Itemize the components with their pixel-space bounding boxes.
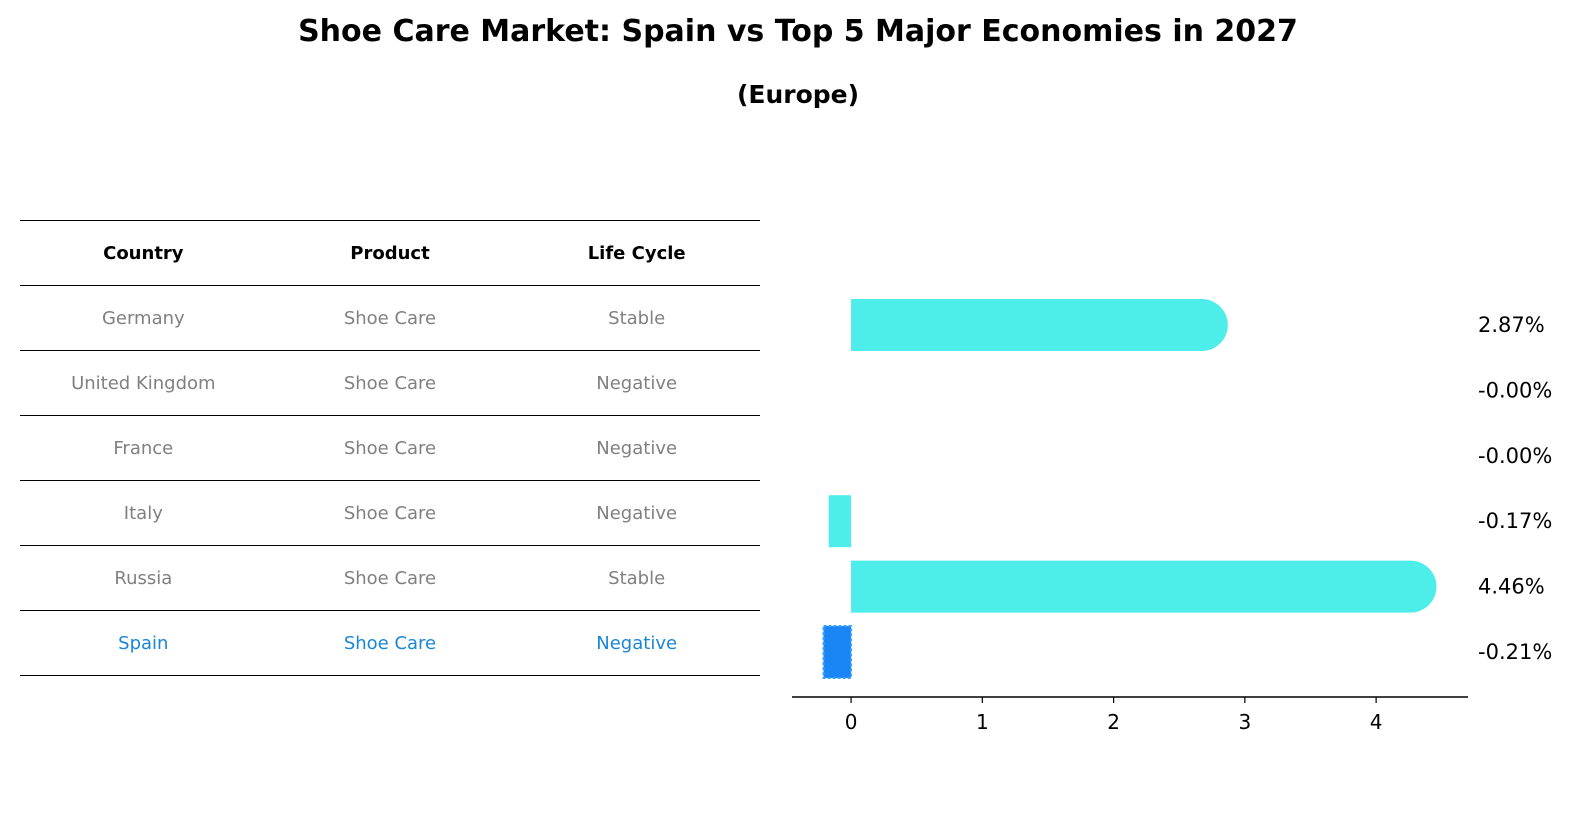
cell-country: Russia: [20, 545, 267, 611]
table-row: United Kingdom Shoe Care Negative: [20, 350, 760, 416]
table-row: Italy Shoe Care Negative: [20, 480, 760, 546]
cell-product: Shoe Care: [266, 610, 514, 676]
market-table: Country Product Life Cycle Germany Shoe …: [20, 220, 760, 676]
chart-subtitle: (Europe): [736, 80, 860, 109]
cell-country: Germany: [20, 285, 267, 351]
cell-country: Italy: [20, 480, 267, 546]
column-header-life-cycle: Life Cycle: [513, 220, 760, 286]
value-label-germany: 2.87%: [1478, 313, 1545, 337]
x-tick-label: 2: [1107, 710, 1120, 734]
cell-country: United Kingdom: [20, 350, 267, 416]
cell-product: Shoe Care: [266, 545, 514, 611]
cell-product: Shoe Care: [266, 480, 514, 546]
cell-life-cycle: Negative: [513, 350, 760, 416]
value-label-italy: -0.17%: [1478, 509, 1552, 533]
value-label-united-kingdom: -0.00%: [1478, 378, 1552, 402]
table-row: France Shoe Care Negative: [20, 415, 760, 481]
cell-country: France: [20, 415, 267, 481]
column-header-product: Product: [266, 220, 514, 286]
bar-italy: [828, 495, 852, 548]
cell-product: Shoe Care: [266, 285, 514, 351]
x-tick-label: 3: [1238, 710, 1251, 734]
cell-product: Shoe Care: [266, 415, 514, 481]
bar-spain: [822, 625, 853, 679]
table-header-row: Country Product Life Cycle: [20, 220, 760, 286]
cell-life-cycle: Negative: [513, 480, 760, 546]
bar-germany: [851, 299, 1228, 351]
bar-russia: [851, 560, 1437, 613]
table-row: Germany Shoe Care Stable: [20, 285, 760, 351]
cell-product: Shoe Care: [266, 350, 514, 416]
value-label-russia: 4.46%: [1478, 575, 1545, 599]
x-tick-label: 4: [1370, 710, 1383, 734]
table-row-highlighted: Spain Shoe Care Negative: [20, 610, 760, 676]
x-tick-label: 0: [845, 710, 858, 734]
cell-life-cycle: Negative: [513, 415, 760, 481]
value-label-france: -0.00%: [1478, 444, 1552, 468]
cell-life-cycle: Negative: [513, 610, 760, 676]
value-label-spain: -0.21%: [1478, 640, 1552, 664]
cell-life-cycle: Stable: [513, 285, 760, 351]
x-tick-label: 1: [976, 710, 989, 734]
market-table-container: Country Product Life Cycle Germany Shoe …: [20, 220, 760, 676]
table-row: Russia Shoe Care Stable: [20, 545, 760, 611]
chart-title: Shoe Care Market: Spain vs Top 5 Major E…: [298, 14, 1298, 49]
cell-life-cycle: Stable: [513, 545, 760, 611]
cell-country: Spain: [20, 610, 267, 676]
column-header-country: Country: [20, 220, 267, 286]
